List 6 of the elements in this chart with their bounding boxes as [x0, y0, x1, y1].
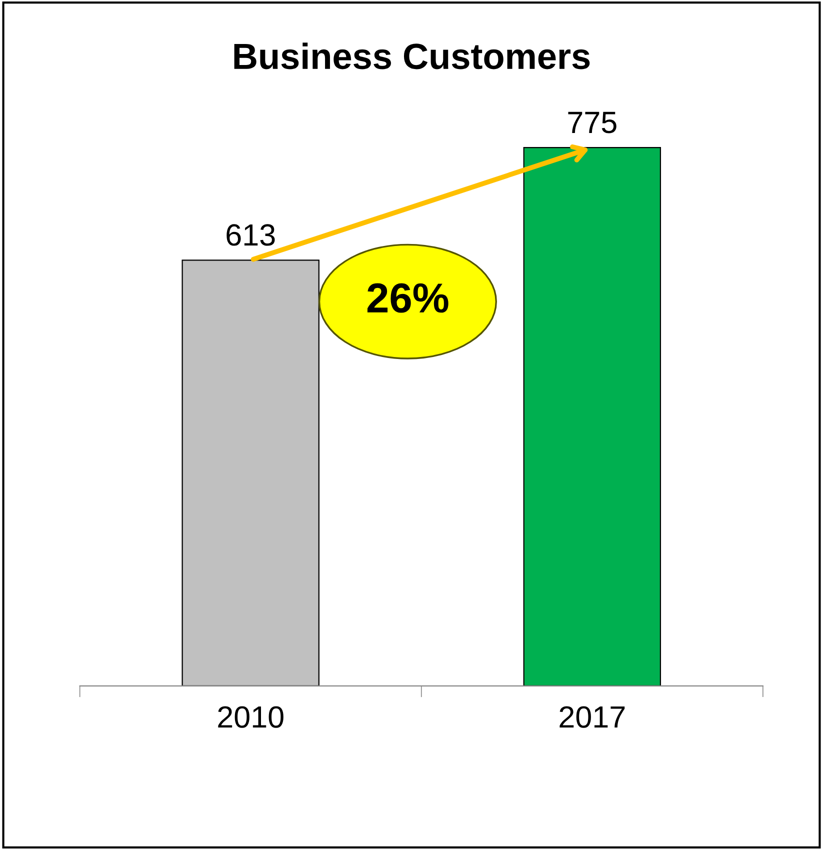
data-label: 613 — [226, 224, 275, 246]
x-tick-label: 2017 — [560, 706, 625, 728]
x-tick-label: 2010 — [218, 706, 284, 728]
annotation: 26% — [367, 283, 448, 313]
chart-title: Business Customers — [234, 42, 590, 70]
data-label: 775 — [568, 112, 616, 134]
